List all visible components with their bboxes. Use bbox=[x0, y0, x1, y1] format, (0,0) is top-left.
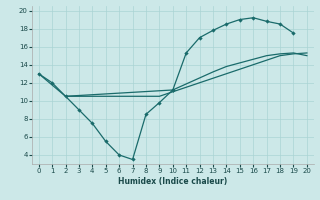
X-axis label: Humidex (Indice chaleur): Humidex (Indice chaleur) bbox=[118, 177, 228, 186]
